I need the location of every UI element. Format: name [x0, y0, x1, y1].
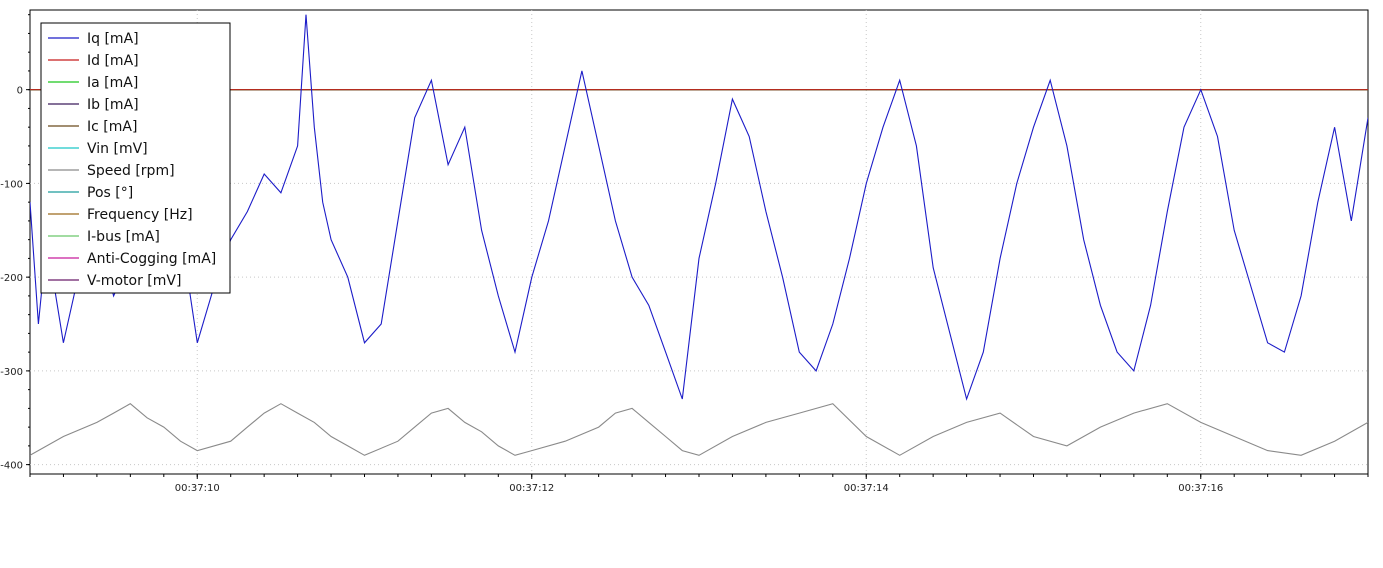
legend-item-speed-rpm[interactable]: Speed [rpm] [48, 163, 175, 179]
legend-label: I-bus [mA] [87, 229, 160, 245]
x-tick-label: 00:37:14 [844, 483, 889, 494]
legend-label: Speed [rpm] [87, 163, 175, 179]
x-tick-label: 00:37:10 [175, 483, 220, 494]
legend-label: Vin [mV] [87, 141, 148, 157]
legend-item-id-ma[interactable]: Id [mA] [48, 53, 139, 69]
series-line-iq-ma [30, 14, 1368, 401]
legend-item-ib-ma[interactable]: Ib [mA] [48, 97, 139, 113]
legend-box [40, 22, 231, 294]
legend[interactable]: Iq [mA] Id [mA] Ia [mA] Ib [mA] Ic [mA] Vin [… [40, 22, 231, 294]
legend-item-vin-mv[interactable]: Vin [mV] [48, 141, 148, 157]
legend-label: Frequency [Hz] [87, 207, 193, 223]
legend-item-frequency-hz[interactable]: Frequency [Hz] [48, 207, 193, 223]
y-tick-label: -400 [0, 461, 23, 472]
x-tick-label: 00:37:12 [509, 483, 554, 494]
legend-item-i-bus-ma[interactable]: I-bus [mA] [48, 229, 160, 245]
legend-label: V-motor [mV] [87, 273, 181, 289]
x-tick-label: 00:37:16 [1178, 483, 1223, 494]
legend-label: Ic [mA] [87, 119, 137, 135]
series-layer [30, 14, 1368, 456]
legend-label: Id [mA] [87, 53, 139, 69]
legend-label: Iq [mA] [87, 31, 139, 47]
legend-item-ic-ma[interactable]: Ic [mA] [48, 119, 137, 135]
axes-layer: 00:37:10 00:37:12 00:37:14 00:37:16 0 -100 -20… [0, 14, 1369, 494]
legend-label: Pos [°] [87, 185, 133, 201]
legend-item-iq-ma[interactable]: Iq [mA] [48, 31, 139, 47]
legend-label: Ib [mA] [87, 97, 139, 113]
legend-item-v-motor-mv[interactable]: V-motor [mV] [48, 273, 181, 289]
plot-frame [29, 9, 1369, 475]
y-tick-label: 0 [17, 86, 23, 97]
legend-label: Ia [mA] [87, 75, 138, 91]
y-tick-label: -300 [0, 367, 23, 378]
legend-item-anti-cogging-ma[interactable]: Anti-Cogging [mA] [48, 251, 216, 267]
legend-item-pos[interactable]: Pos [°] [48, 185, 133, 201]
legend-item-ia-ma[interactable]: Ia [mA] [48, 75, 138, 91]
y-tick-label: -100 [0, 179, 23, 190]
y-tick-label: -200 [0, 273, 23, 284]
series-line-speed-rpm [30, 403, 1368, 456]
plot-area [29, 9, 1369, 475]
legend-label: Anti-Cogging [mA] [87, 251, 216, 267]
